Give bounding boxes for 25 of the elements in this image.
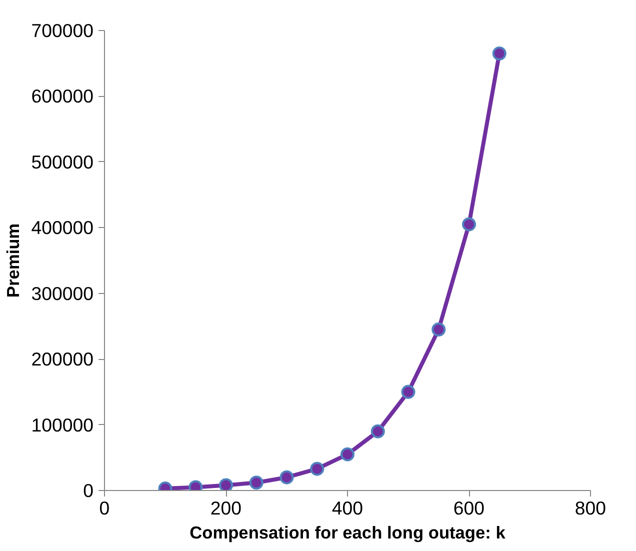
y-tick-label: 300000	[31, 282, 94, 304]
x-tick-label: 400	[332, 498, 364, 518]
x-axis-title: Compensation for each long outage: k	[190, 522, 506, 542]
point	[340, 447, 354, 462]
point	[310, 462, 324, 476]
y-tick-label: 0	[83, 480, 94, 501]
x-tick-label: 600	[453, 498, 485, 518]
point	[462, 217, 476, 232]
point	[492, 46, 506, 60]
y-tick-label: 200000	[31, 348, 94, 370]
point	[280, 470, 294, 484]
point	[401, 384, 416, 399]
y-tick-label: 700000	[31, 20, 94, 41]
point	[249, 476, 264, 490]
point	[219, 478, 233, 490]
y-tick-label: 400000	[31, 217, 94, 238]
point	[432, 322, 446, 336]
y-tick-label: 500000	[31, 151, 94, 172]
x-tick-label: 0	[99, 498, 110, 518]
y-axis-title: Premium	[3, 223, 24, 298]
y-tick-label: 100000	[31, 414, 94, 436]
x-tick-label: 200	[210, 498, 242, 518]
x-tick-label: 800	[574, 498, 606, 518]
point	[370, 424, 385, 438]
y-tick-label: 600000	[31, 86, 94, 107]
